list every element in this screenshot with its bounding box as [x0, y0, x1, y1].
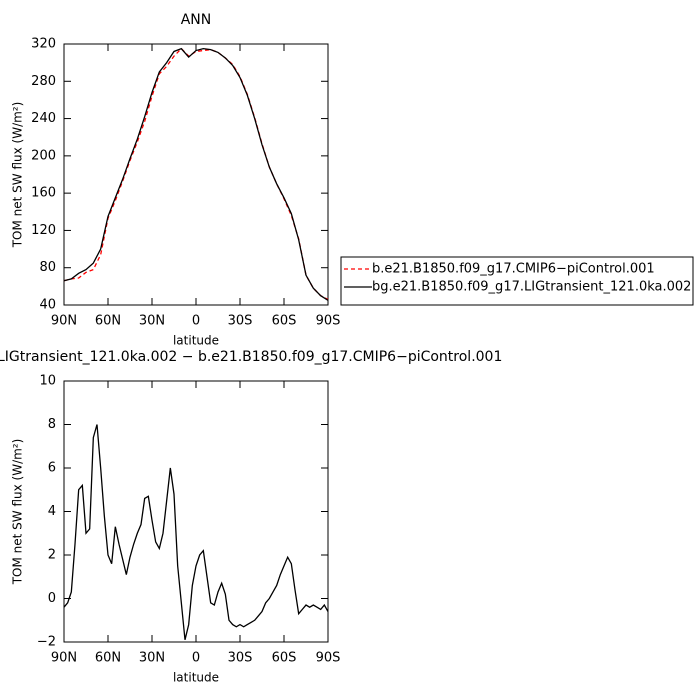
x-axis-label: latitude [173, 671, 219, 685]
chart-title: LIGtransient_121.0ka.002 − b.e21.B1850.f… [0, 349, 502, 365]
x-axis-label: latitude [173, 334, 219, 348]
x-tick-label: 30S [228, 651, 253, 666]
y-tick-label: 80 [39, 260, 56, 275]
legend-label: b.e21.B1850.f09_g17.CMIP6−piControl.001 [372, 262, 655, 277]
y-tick-label: −2 [37, 635, 56, 650]
y-tick-label: 6 [48, 461, 56, 476]
x-tick-label: 30N [139, 314, 165, 329]
x-tick-label: 30S [228, 314, 253, 329]
chart-title: ANN [181, 12, 212, 28]
y-tick-label: 8 [48, 417, 56, 432]
y-tick-label: 40 [39, 298, 56, 313]
data-line [63, 424, 329, 640]
y-tick-label: 240 [31, 111, 56, 126]
y-tick-label: 2 [48, 548, 56, 563]
y-tick-label: 320 [31, 37, 56, 52]
legend-label: bg.e21.B1850.f09_g17.LIGtransient_121.0k… [372, 280, 691, 295]
x-tick-label: 90S [316, 314, 341, 329]
y-axis-label: TOM net SW flux (W/m²) [11, 102, 25, 249]
y-tick-label: 10 [39, 374, 56, 389]
x-tick-label: 60S [272, 651, 297, 666]
x-tick-label: 90N [51, 314, 77, 329]
x-tick-label: 30N [139, 651, 165, 666]
legend-box [340, 256, 694, 306]
x-tick-label: 0 [192, 651, 200, 666]
y-axis-label: TOM net SW flux (W/m²) [11, 439, 25, 586]
plot-frame [63, 43, 329, 306]
x-tick-label: 90N [51, 651, 77, 666]
x-tick-label: 60N [95, 314, 121, 329]
x-tick-label: 60N [95, 651, 121, 666]
y-tick-label: 120 [31, 223, 56, 238]
x-tick-label: 90S [316, 651, 341, 666]
x-tick-label: 60S [272, 314, 297, 329]
y-tick-label: 0 [48, 591, 56, 606]
y-tick-label: 160 [31, 186, 56, 201]
data-line [63, 47, 329, 300]
y-tick-label: 280 [31, 74, 56, 89]
y-tick-label: 200 [31, 148, 56, 163]
data-line [63, 47, 329, 301]
x-tick-label: 0 [192, 314, 200, 329]
y-tick-label: 4 [48, 504, 56, 519]
